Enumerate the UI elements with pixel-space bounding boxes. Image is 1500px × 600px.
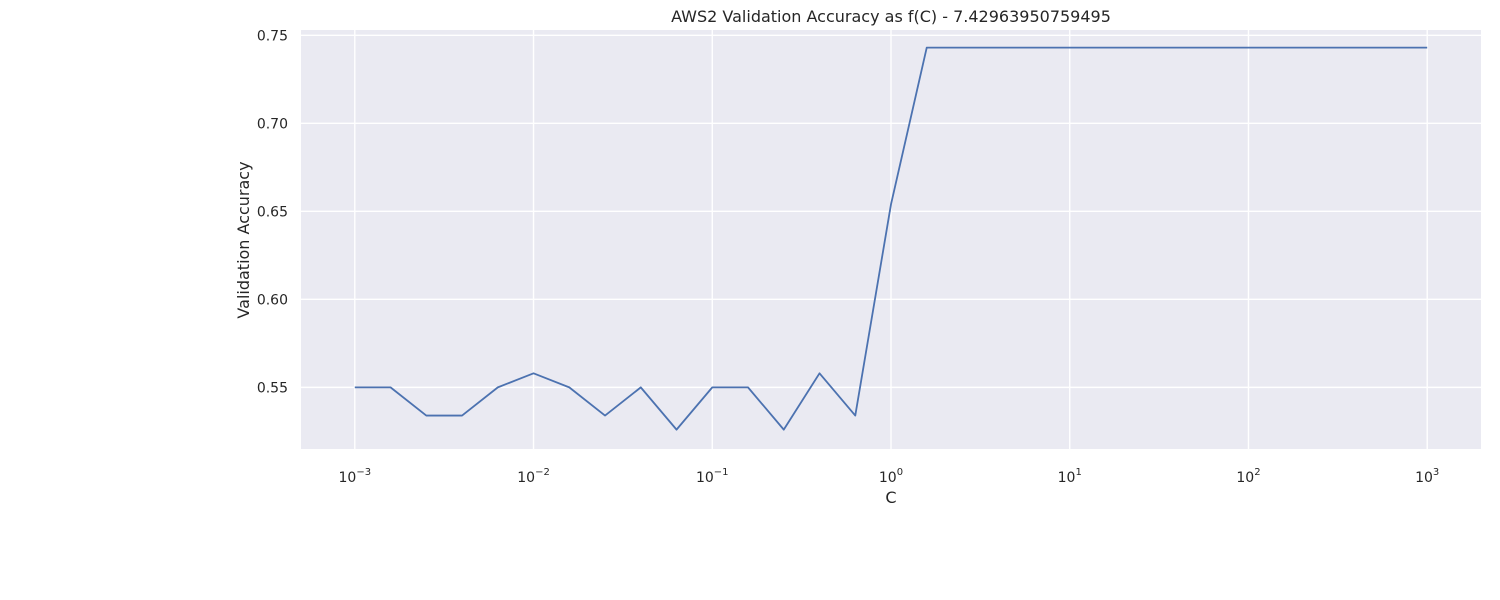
- y-tick-label: 0.65: [257, 204, 288, 220]
- x-tick-exponent: 1: [1075, 467, 1081, 478]
- x-tick-base: 10: [879, 470, 897, 486]
- y-tick-label: 0.75: [257, 28, 288, 44]
- x-tick-exponent: −2: [535, 467, 550, 478]
- series-line: [354, 46, 1428, 431]
- x-tick-label: 103: [1415, 467, 1439, 486]
- x-tick-exponent: 3: [1433, 467, 1439, 478]
- x-tick-base: 10: [1415, 470, 1433, 486]
- x-tick-exponent: −3: [356, 467, 371, 478]
- x-tick-base: 10: [339, 470, 357, 486]
- x-tick-label: 100: [879, 467, 903, 486]
- x-tick-base: 10: [517, 470, 535, 486]
- chart-title: AWS2 Validation Accuracy as f(C) - 7.429…: [671, 7, 1111, 26]
- y-tick-labels: 0.55 0.60 0.65 0.70 0.75: [257, 28, 288, 396]
- x-tick-labels: 10−3 10−2 10−1 100 101 102 103: [339, 467, 1440, 486]
- x-axis-title: C: [885, 488, 896, 507]
- y-axis-title: Validation Accuracy: [234, 161, 253, 318]
- x-tick-label: 10−1: [696, 467, 729, 486]
- x-tick-exponent: 2: [1254, 467, 1260, 478]
- y-tick-label: 0.60: [257, 292, 288, 308]
- x-tick-exponent: −1: [714, 467, 729, 478]
- x-tick-label: 102: [1236, 467, 1260, 486]
- x-tick-label: 101: [1058, 467, 1082, 486]
- x-tick-label: 10−2: [517, 467, 550, 486]
- x-tick-base: 10: [1058, 470, 1076, 486]
- x-tick-base: 10: [696, 470, 714, 486]
- x-tick-exponent: 0: [897, 467, 903, 478]
- y-tick-label: 0.70: [257, 116, 288, 132]
- x-gridlines: [354, 30, 1428, 449]
- x-tick-label: 10−3: [339, 467, 372, 486]
- x-tick-base: 10: [1236, 470, 1254, 486]
- y-tick-label: 0.55: [257, 380, 288, 396]
